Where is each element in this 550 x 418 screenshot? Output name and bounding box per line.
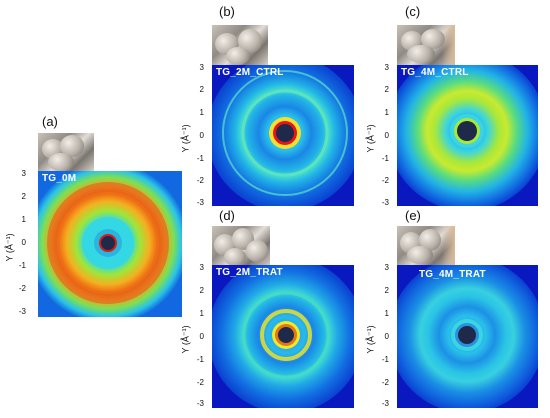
y-tick: 0 — [199, 131, 204, 140]
y-tick: 0 — [384, 131, 389, 140]
y-tick: 0 — [384, 332, 389, 341]
sample-photo — [397, 25, 455, 65]
sample-photo — [397, 226, 455, 266]
y-tick: 2 — [21, 192, 26, 201]
y-axis-label: Y (Å⁻¹) — [180, 124, 191, 153]
scattering-map: TG_4M_TRAT — [397, 265, 538, 408]
panel-letter: (d) — [219, 208, 235, 223]
sample-photo — [212, 25, 268, 65]
scattering-map: TG_0M — [38, 171, 182, 317]
y-tick: -3 — [381, 399, 389, 408]
y-tick: -2 — [196, 176, 204, 185]
y-tick: 0 — [21, 238, 26, 247]
y-tick: 2 — [199, 286, 204, 295]
y-axis-label: Y (Å⁻¹) — [365, 325, 376, 354]
scattering-pattern — [397, 265, 538, 408]
y-tick: 1 — [384, 309, 389, 318]
scattering-pattern — [38, 171, 182, 317]
y-tick: 2 — [199, 85, 204, 94]
panel-letter: (e) — [405, 208, 421, 223]
y-axis-label: Y (Å⁻¹) — [365, 124, 376, 153]
scattering-pattern — [212, 265, 354, 408]
y-tick: -3 — [381, 198, 389, 207]
panel-letter: (a) — [42, 114, 58, 129]
y-tick: 1 — [384, 108, 389, 117]
y-tick: 3 — [384, 263, 389, 272]
scattering-pattern — [212, 65, 354, 206]
y-tick: -1 — [196, 355, 204, 364]
y-tick: 1 — [199, 108, 204, 117]
scattering-map: TG_2M_TRAT — [212, 265, 354, 408]
y-tick: 1 — [21, 215, 26, 224]
y-tick: -1 — [18, 261, 26, 270]
y-tick: -3 — [196, 198, 204, 207]
y-tick: -1 — [196, 154, 204, 163]
y-tick: -1 — [381, 355, 389, 364]
y-tick: -3 — [18, 307, 26, 316]
y-tick: 3 — [21, 169, 26, 178]
map-title: TG_4M_TRAT — [419, 269, 486, 280]
y-tick: -2 — [381, 378, 389, 387]
sample-photo — [38, 133, 94, 171]
y-tick: 0 — [199, 332, 204, 341]
y-tick: -1 — [381, 154, 389, 163]
map-title: TG_2M_TRAT — [216, 267, 283, 278]
scattering-map: TG_2M_CTRL — [212, 65, 354, 206]
map-title: TG_4M_CTRL — [401, 67, 469, 78]
y-tick: 3 — [199, 263, 204, 272]
y-tick: -2 — [381, 176, 389, 185]
y-tick: 3 — [199, 63, 204, 72]
y-tick: -3 — [196, 399, 204, 408]
map-title: TG_2M_CTRL — [216, 67, 284, 78]
scattering-map: TG_4M_CTRL — [397, 65, 538, 206]
sample-photo — [212, 226, 270, 266]
map-title: TG_0M — [42, 173, 77, 184]
y-tick: -2 — [18, 284, 26, 293]
scattering-pattern — [397, 65, 538, 206]
y-tick: -2 — [196, 378, 204, 387]
y-tick: 2 — [384, 286, 389, 295]
y-tick: 2 — [384, 85, 389, 94]
panel-letter: (c) — [405, 4, 421, 19]
panel-letter: (b) — [219, 4, 235, 19]
y-tick: 1 — [199, 309, 204, 318]
y-axis-label: Y (Å⁻¹) — [180, 325, 191, 354]
y-tick: 3 — [384, 63, 389, 72]
